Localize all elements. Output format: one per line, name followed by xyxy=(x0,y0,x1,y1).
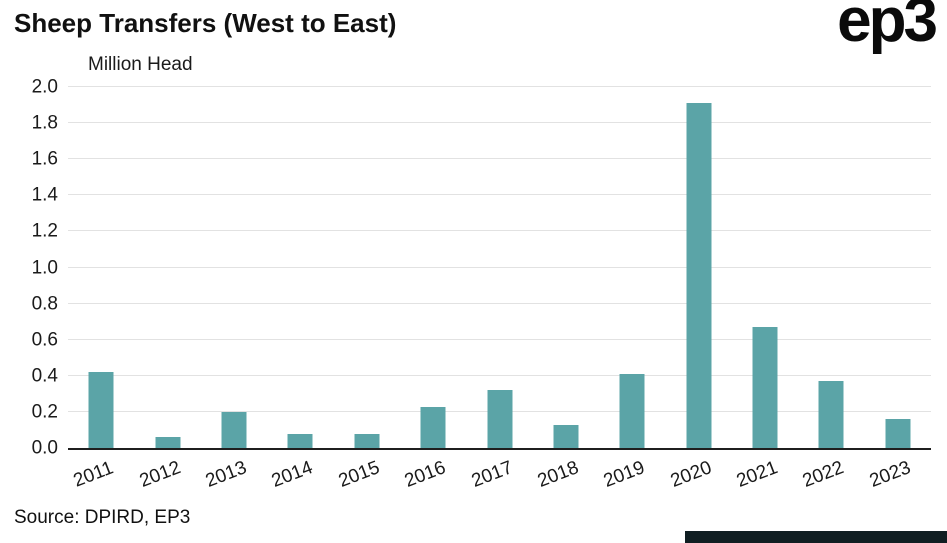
gridline xyxy=(68,302,931,304)
gridline xyxy=(68,86,931,87)
x-tick-label-2021: 2021 xyxy=(733,457,781,492)
gridline xyxy=(68,374,931,376)
y-tick-label-0.2: 0.2 xyxy=(31,401,58,423)
y-tick-label-1.8: 1.8 xyxy=(31,112,58,134)
x-tick-label-2011: 2011 xyxy=(70,457,117,492)
bar-2023 xyxy=(885,419,911,448)
plot-area xyxy=(68,86,931,450)
bar-2015 xyxy=(354,433,380,448)
bar-2014 xyxy=(287,433,313,448)
y-tick-label-1.2: 1.2 xyxy=(31,220,58,242)
gridline xyxy=(68,194,931,196)
bar-2019 xyxy=(619,374,645,448)
gridline xyxy=(68,338,931,340)
bar-2021 xyxy=(752,327,778,448)
bar-2022 xyxy=(818,381,844,448)
x-tick-label-2022: 2022 xyxy=(800,457,848,492)
bar-2011 xyxy=(88,372,114,448)
y-axis: 0.0 0.2 0.4 0.6 0.8 1.0 1.2 1.4 1.6 1.8 2.0 xyxy=(0,78,58,458)
footer-accent-strip xyxy=(685,531,947,543)
y-tick-label-1.0: 1.0 xyxy=(31,257,58,278)
x-tick-label-2015: 2015 xyxy=(335,457,383,492)
y-axis-title: Million Head xyxy=(88,54,193,75)
y-tick-label-0.8: 0.8 xyxy=(31,293,58,315)
x-tick-label-2018: 2018 xyxy=(534,457,582,492)
bar-2018 xyxy=(553,424,579,448)
x-tick-label-2013: 2013 xyxy=(202,457,250,492)
chart-title: Sheep Transfers (West to East) xyxy=(14,8,397,38)
ep3-logo: ep3 xyxy=(837,0,938,55)
x-tick-label-2012: 2012 xyxy=(136,457,184,492)
x-tick-label-2019: 2019 xyxy=(600,457,648,492)
x-tick-label-2014: 2014 xyxy=(269,457,317,492)
y-tick-label-0.4: 0.4 xyxy=(31,365,58,387)
bar-2012 xyxy=(155,437,181,448)
y-tick-label-2.0: 2.0 xyxy=(31,76,58,98)
gridline xyxy=(68,158,931,160)
y-tick-label-1.6: 1.6 xyxy=(31,148,58,170)
y-tick-label-0.6: 0.6 xyxy=(31,329,58,351)
bar-2017 xyxy=(487,390,512,448)
x-tick-label-2023: 2023 xyxy=(866,457,914,492)
gridline xyxy=(68,122,931,124)
gridline xyxy=(68,266,931,268)
bar-2016 xyxy=(420,406,446,448)
x-tick-label-2020: 2020 xyxy=(667,457,715,492)
gridline xyxy=(68,230,931,232)
bar-2013 xyxy=(221,411,247,448)
y-tick-label-0.0: 0.0 xyxy=(31,437,58,459)
x-tick-label-2016: 2016 xyxy=(401,457,449,492)
bar-2020 xyxy=(686,103,712,448)
y-tick-label-1.4: 1.4 xyxy=(31,184,58,206)
x-axis: 2011 2012 2013 2014 2015 2016 2017 2018 2019 2020… xyxy=(68,450,931,505)
source-note: Source: DPIRD, EP3 xyxy=(14,507,191,528)
x-tick-label-2017: 2017 xyxy=(468,457,516,492)
